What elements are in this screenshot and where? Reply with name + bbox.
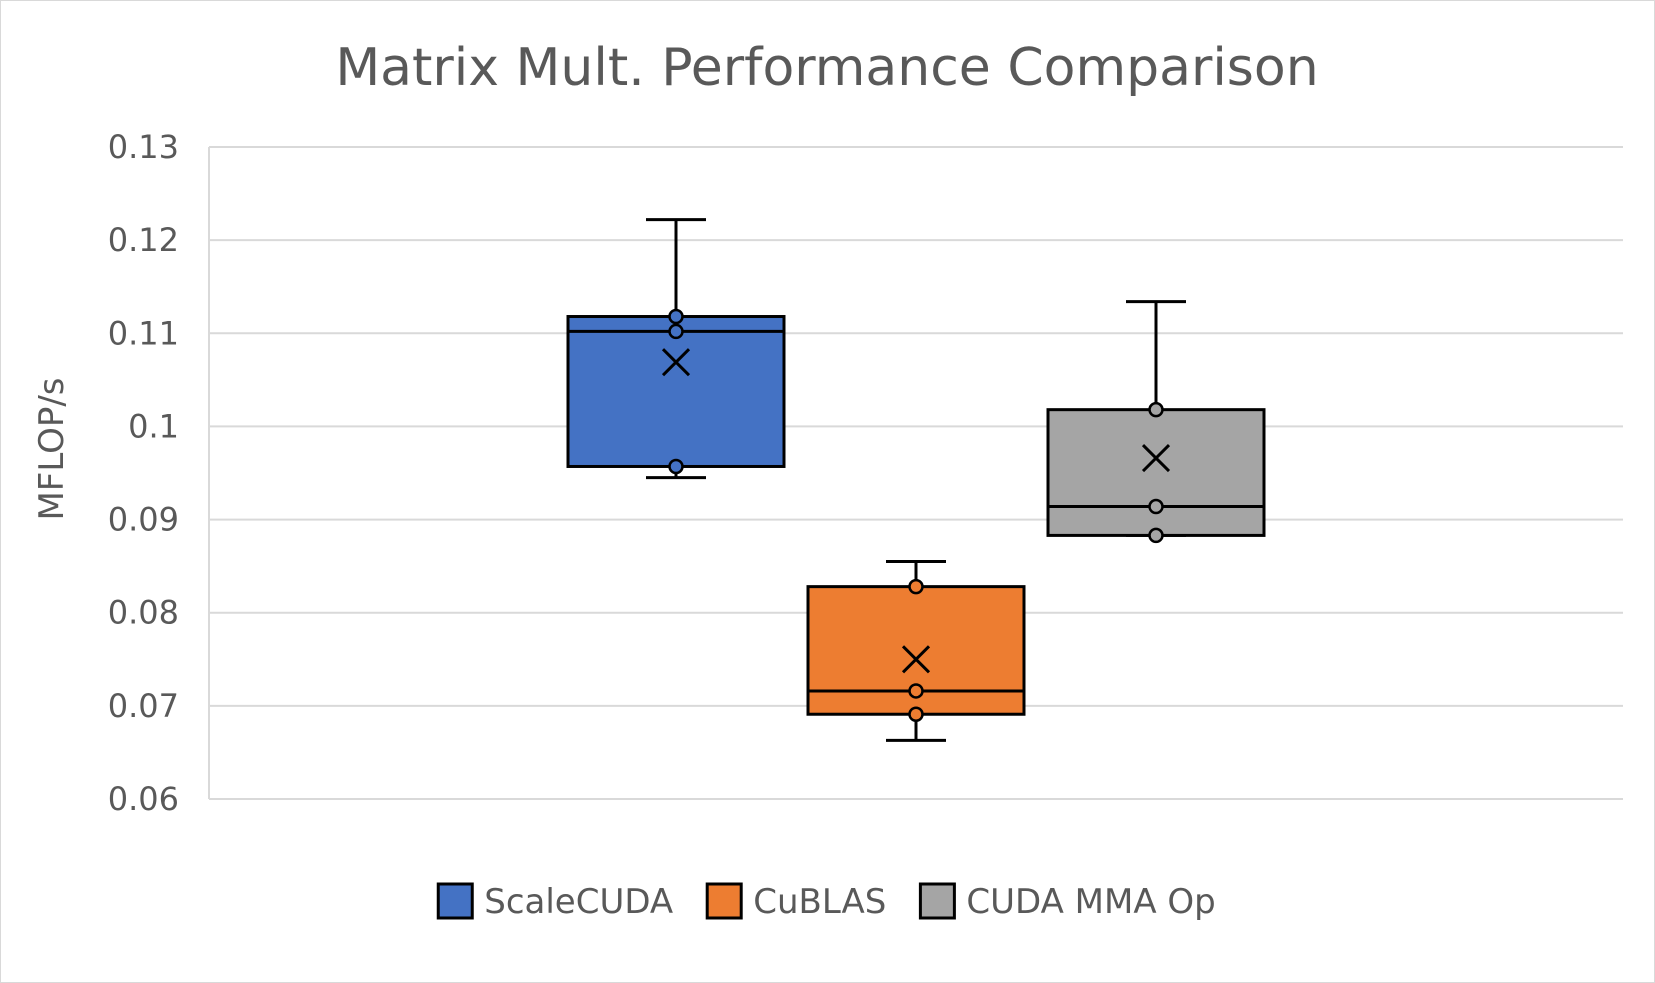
- legend: ScaleCUDA CuBLAS CUDA MMA Op: [436, 882, 1216, 922]
- data-point: [1148, 401, 1164, 418]
- box-body: [566, 315, 786, 468]
- data-point: [668, 458, 684, 475]
- data-point: [908, 706, 924, 722]
- y-tick-label: 0.07: [108, 687, 179, 725]
- mean-marker: [1141, 444, 1171, 473]
- box-scalecuda: [566, 218, 786, 480]
- legend-swatch: [436, 882, 474, 920]
- y-tick-label: 0.11: [108, 314, 179, 352]
- mean-marker-stroke: [901, 645, 931, 674]
- chart-title: Matrix Mult. Performance Comparison: [335, 38, 1318, 98]
- legend-label: CuBLAS: [753, 882, 886, 922]
- data-point: [908, 683, 924, 699]
- legend-swatch: [705, 882, 743, 920]
- legend-item-scalecuda: ScaleCUDA: [436, 882, 673, 922]
- legend-label: ScaleCUDA: [484, 882, 673, 922]
- y-axis-ticks: 0.06 0.07 0.08 0.09 0.1 0.11 0.12 0.13: [108, 128, 179, 818]
- legend-label: CUDA MMA Op: [966, 882, 1215, 922]
- mean-marker-stroke: [661, 348, 691, 377]
- y-tick-label: 0.1: [128, 407, 179, 445]
- data-point: [908, 578, 924, 595]
- legend-item-cublas: CuBLAS: [705, 882, 886, 922]
- data-point: [668, 308, 684, 325]
- data-point: [668, 323, 684, 340]
- box-cublas: [806, 559, 1026, 742]
- data-point: [1148, 498, 1164, 515]
- box-plots: [566, 218, 1266, 742]
- mean-marker: [901, 645, 931, 674]
- y-tick-label: 0.06: [108, 780, 179, 818]
- box-cuda-mma-op: [1046, 300, 1266, 544]
- y-tick-label: 0.12: [108, 221, 179, 259]
- box-body: [1046, 408, 1266, 537]
- mean-marker-stroke: [1141, 444, 1171, 473]
- y-axis-label: MFLOP/s: [32, 377, 72, 520]
- y-tick-label: 0.13: [108, 128, 179, 166]
- data-point: [1148, 527, 1164, 544]
- mean-marker: [661, 348, 691, 377]
- y-tick-label: 0.09: [108, 501, 179, 539]
- legend-item-cuda-mma-op: CUDA MMA Op: [918, 882, 1216, 922]
- y-tick-label: 0.08: [108, 594, 179, 632]
- legend-swatch: [918, 882, 956, 920]
